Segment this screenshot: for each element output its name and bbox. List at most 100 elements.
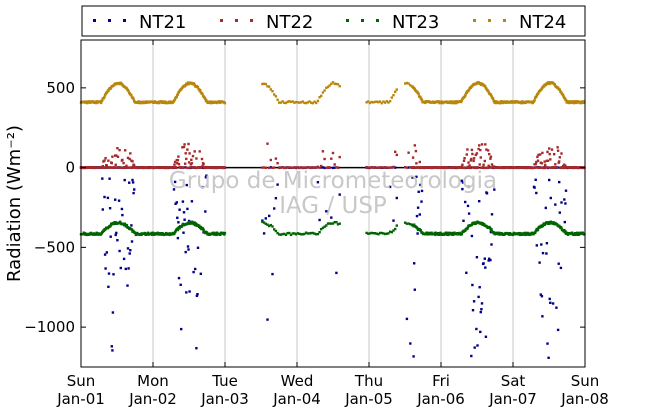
data-point [268,224,271,228]
data-point [264,222,267,225]
data-point [268,85,271,88]
x-tick-day-label: Thu [354,372,383,390]
data-point [414,149,418,153]
data-point [368,101,372,105]
data-point [539,293,542,296]
data-point [549,301,552,304]
data-point [338,222,341,225]
data-point [490,163,494,166]
data-point [175,201,178,204]
data-point [107,272,111,275]
data-point [472,300,476,303]
data-point [132,97,135,101]
data-point [160,100,163,103]
data-point [125,164,128,167]
data-point [477,295,480,299]
data-point [540,87,544,90]
data-point [413,87,416,91]
data-point [293,166,296,169]
data-point [557,262,560,265]
data-point [367,232,370,235]
data-point [179,283,182,286]
data-point [103,166,107,169]
data-point [124,149,127,152]
data-point [103,95,106,99]
data-point [463,157,466,160]
data-point [546,150,549,154]
data-point [331,81,335,84]
data-point [195,294,199,297]
data-point [412,355,415,358]
data-point [308,166,311,169]
data-point [310,101,313,104]
data-point [266,85,269,88]
data-point [387,166,390,169]
data-point [271,225,274,228]
x-tick-date-label: Jan-06 [416,390,465,408]
x-tick-date-label: Jan-01 [56,390,105,408]
x-tick-day-label: Sat [501,372,526,390]
data-point [331,166,335,170]
data-point [451,231,454,235]
data-point [420,200,423,203]
data-point [534,166,537,169]
data-point [479,148,482,152]
data-point [126,88,130,92]
data-point [560,226,563,230]
data-point [483,159,486,163]
data-point [333,163,336,166]
data-point [466,204,470,208]
data-point [487,164,490,167]
data-point [204,210,207,213]
data-point [551,302,555,305]
data-point [411,176,414,179]
data-point [370,100,373,104]
data-point [284,166,288,170]
data-point [201,92,204,96]
data-point [420,99,424,102]
data-point [540,295,544,298]
data-point [335,82,338,86]
data-point [310,231,313,235]
data-point [323,89,326,92]
data-point [375,100,378,103]
data-point [460,233,463,236]
data-point [116,239,119,242]
data-point [330,222,333,225]
data-point [273,207,276,210]
data-point [296,232,299,235]
data-point [392,219,395,222]
data-point [118,249,121,253]
data-point [536,155,539,159]
data-point [556,86,560,89]
data-point [187,161,191,164]
data-point [301,100,304,103]
data-point [558,160,561,163]
data-point [204,176,208,179]
data-point [189,220,192,224]
data-point [474,153,477,157]
y-tick-label: −1000 [24,318,75,336]
data-point [328,222,331,225]
data-point [131,178,134,182]
data-point [419,95,422,98]
data-point [276,183,279,186]
data-point [276,98,279,101]
data-point [475,256,479,259]
data-point [486,149,490,152]
data-point [570,231,574,234]
data-point [284,233,288,236]
data-point [483,223,486,226]
data-point [392,94,395,97]
data-point [370,166,373,169]
data-point [373,166,377,169]
data-point [394,90,397,93]
data-point [279,101,283,104]
data-point [542,166,546,169]
data-point [478,286,481,289]
data-point [418,213,421,216]
data-point [271,90,274,93]
data-point [370,231,373,235]
data-point [283,101,286,104]
data-point [535,94,538,97]
